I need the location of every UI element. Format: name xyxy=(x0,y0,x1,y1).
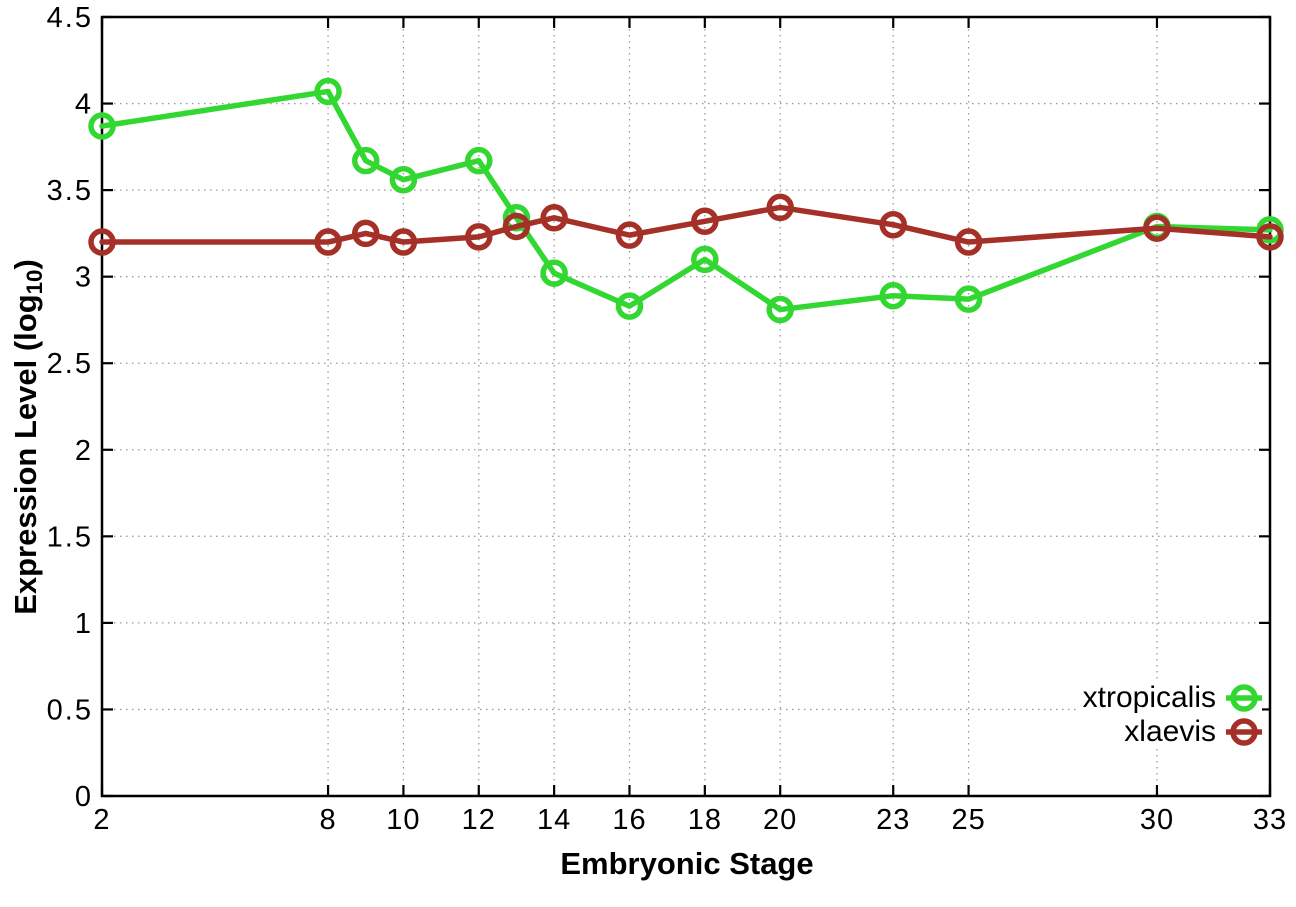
data-point-xtropicalis xyxy=(88,112,116,140)
data-point-xlaevis xyxy=(540,204,568,232)
y-tick-label: 3.5 xyxy=(47,175,93,207)
y-tick-label: 0.5 xyxy=(47,694,93,726)
data-point-xlaevis xyxy=(766,193,794,222)
x-tick-label: 33 xyxy=(1253,804,1287,836)
xlaevis-line-marker-icon xyxy=(1226,718,1262,746)
plot-border xyxy=(100,15,1272,798)
x-tick-label: 14 xyxy=(537,804,571,836)
series-line-xlaevis xyxy=(99,204,1273,245)
data-point-xtropicalis xyxy=(879,281,907,310)
data-point-xlaevis xyxy=(1256,223,1284,251)
data-point-xtropicalis xyxy=(954,285,983,313)
data-point-xlaevis xyxy=(954,228,983,256)
data-point-xtropicalis xyxy=(351,146,380,175)
x-tick-label: 30 xyxy=(1140,804,1174,836)
data-point-xtropicalis xyxy=(766,295,794,324)
data-point-xlaevis xyxy=(502,212,531,241)
y-tick-label: 2 xyxy=(75,435,93,467)
y-tick-label: 1 xyxy=(75,608,93,640)
data-point-xlaevis xyxy=(615,221,644,249)
x-tick-label: 12 xyxy=(462,804,496,836)
data-point-xtropicalis xyxy=(465,146,493,175)
y-tick-label: 0 xyxy=(75,781,93,813)
data-point-xtropicalis xyxy=(615,292,644,320)
data-point-xlaevis xyxy=(465,223,493,251)
data-point-xtropicalis xyxy=(314,77,342,106)
y-tick-label: 3 xyxy=(75,262,93,294)
y-tick-label: 2.5 xyxy=(47,348,93,380)
x-tick-label: 18 xyxy=(688,804,722,836)
data-point-xtropicalis xyxy=(389,165,418,194)
data-point-xlaevis xyxy=(691,207,719,236)
data-point-xlaevis xyxy=(88,228,116,256)
y-axis-title-subscript: 10 xyxy=(22,269,48,295)
x-tick-label: 8 xyxy=(319,804,336,836)
data-point-xlaevis xyxy=(389,228,418,256)
y-tick-label: 1.5 xyxy=(47,521,93,553)
legend-label-xtropicalis: xtropicalis xyxy=(1082,681,1216,714)
legend-label-xlaevis: xlaevis xyxy=(1124,715,1216,748)
x-tick-label: 25 xyxy=(951,804,985,836)
y-axis-title: Expression Level (log10) xyxy=(8,259,48,615)
data-point-xlaevis xyxy=(351,219,380,248)
data-point-xtropicalis xyxy=(691,245,719,274)
data-point-xtropicalis xyxy=(540,259,568,287)
y-axis-title-suffix: ) xyxy=(7,259,43,270)
y-tick-label: 4.5 xyxy=(47,2,93,34)
x-tick-label: 16 xyxy=(612,804,646,836)
data-point-xlaevis xyxy=(1143,214,1171,242)
y-tick-label: 4 xyxy=(75,89,93,121)
xtropicalis-line-marker-icon xyxy=(1226,684,1262,712)
x-tick-label: 20 xyxy=(763,804,797,836)
data-point-xlaevis xyxy=(314,228,342,256)
x-tick-label: 23 xyxy=(876,804,910,836)
legend-item-xlaevis: xlaevis xyxy=(1083,715,1262,749)
x-tick-label: 2 xyxy=(93,804,110,836)
y-axis-title-text: Expression Level (log xyxy=(7,294,43,615)
data-point-xlaevis xyxy=(879,210,907,239)
legend: xtropicalis xlaevis xyxy=(1076,681,1262,749)
x-axis-title: Embryonic Stage xyxy=(560,846,814,881)
x-tick-label: 10 xyxy=(386,804,420,836)
legend-item-xtropicalis: xtropicalis xyxy=(1083,681,1262,715)
